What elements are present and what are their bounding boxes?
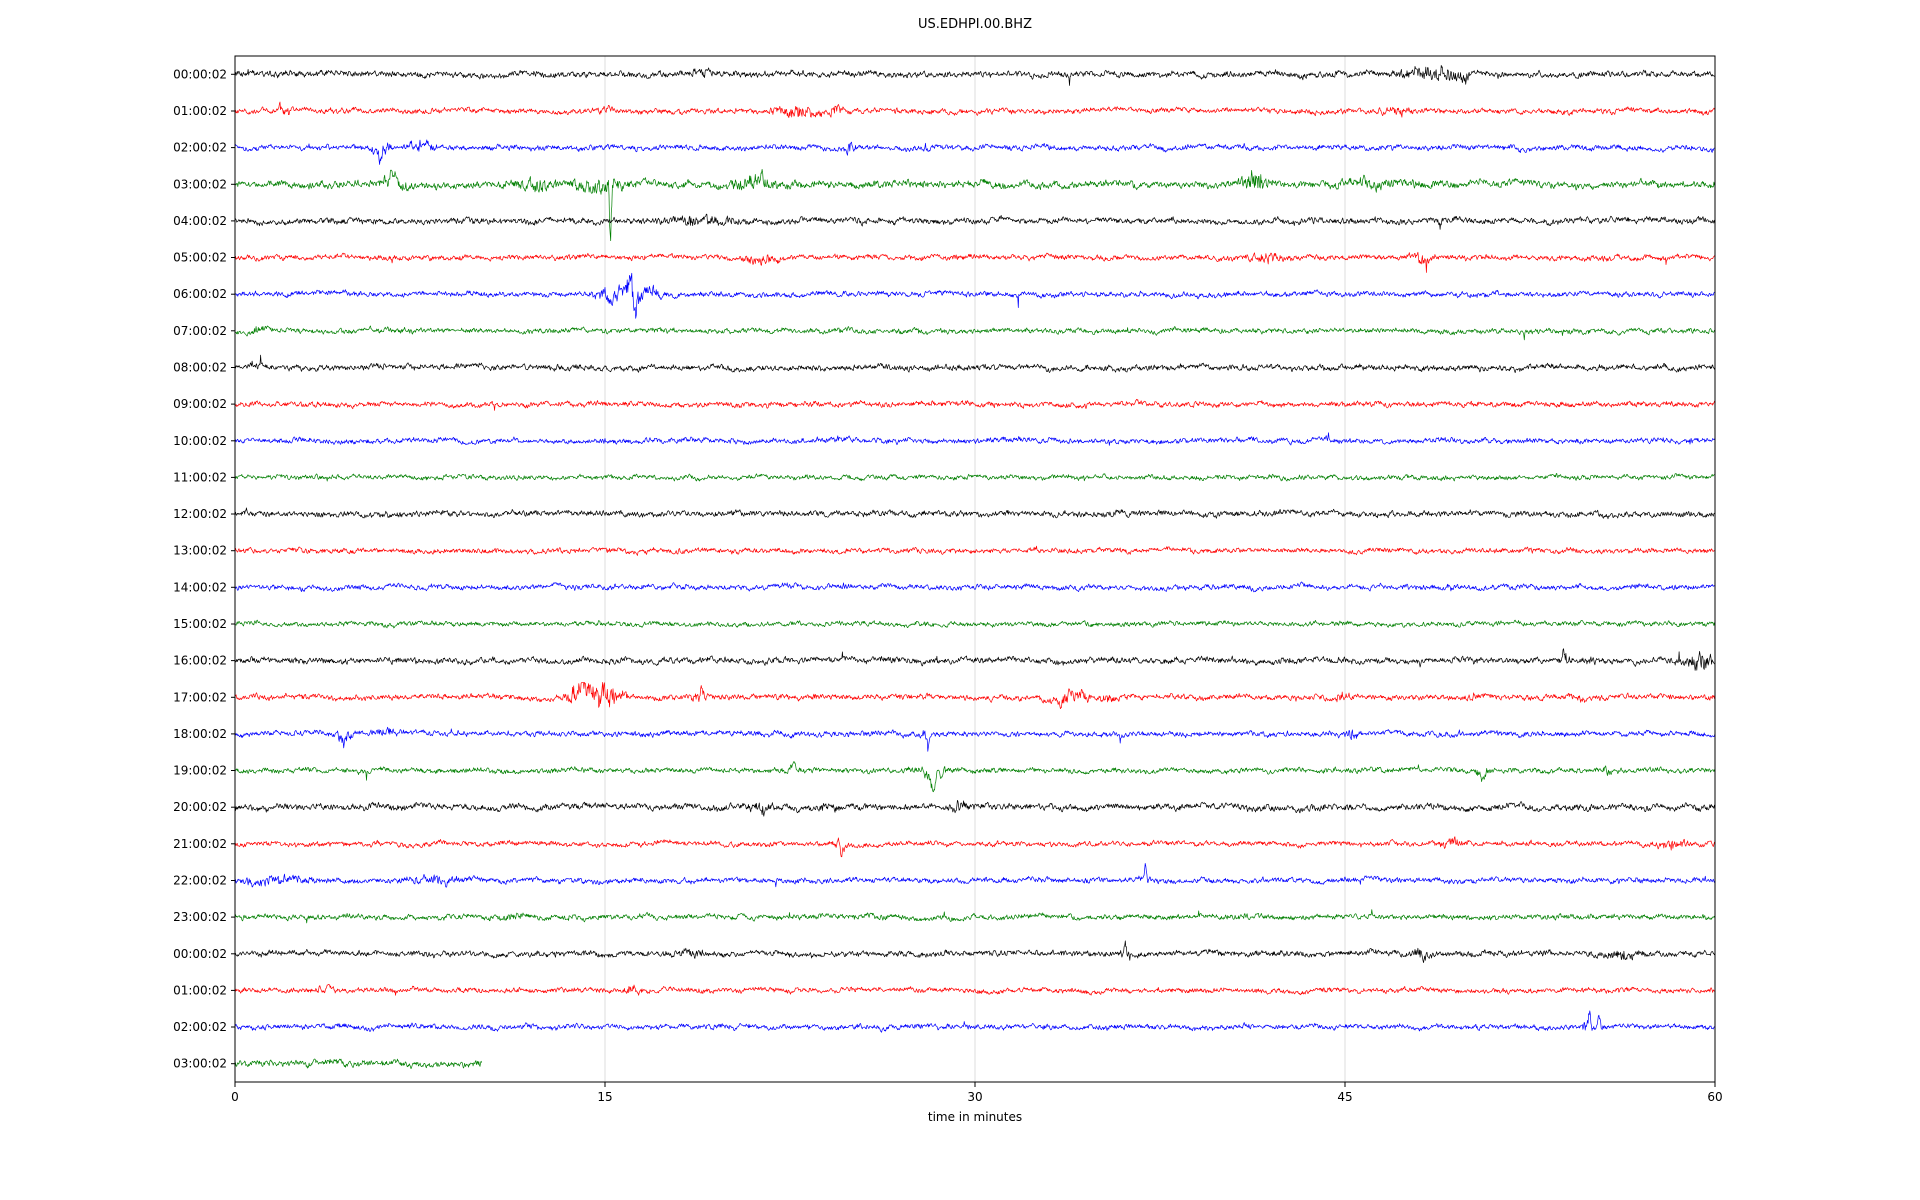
seismogram-trace	[234, 1058, 483, 1070]
trace-time-label: 04:00:02	[173, 214, 227, 228]
seismogram-trace	[234, 101, 1716, 118]
seismogram-trace	[234, 168, 1716, 242]
trace-time-label: 18:00:02	[173, 727, 227, 741]
trace-time-label: 03:00:02	[173, 1057, 227, 1071]
seismogram-trace	[234, 139, 1716, 165]
trace-time-label: 12:00:02	[173, 507, 227, 521]
seismogram-trace	[234, 432, 1716, 446]
x-tick-label: 45	[1337, 1090, 1352, 1104]
seismogram-trace	[234, 863, 1716, 888]
seismogram-trace	[234, 984, 1716, 996]
trace-time-label: 08:00:02	[173, 361, 227, 375]
trace-time-label: 07:00:02	[173, 324, 227, 338]
chart-title: US.EDHPI.00.BHZ	[918, 17, 1032, 32]
seismogram-trace	[234, 507, 1716, 520]
seismogram-trace	[234, 325, 1716, 341]
trace-time-label: 22:00:02	[173, 874, 227, 888]
trace-time-label: 15:00:02	[173, 617, 227, 631]
trace-time-label: 01:00:02	[173, 983, 227, 997]
seismogram-trace	[234, 726, 1716, 752]
trace-time-label: 16:00:02	[173, 654, 227, 668]
trace-time-label: 20:00:02	[173, 800, 227, 814]
trace-time-label: 11:00:02	[173, 470, 227, 484]
seismogram-trace	[234, 1010, 1716, 1033]
plot-border	[234, 55, 1716, 1083]
x-tick-label: 60	[1707, 1090, 1722, 1104]
seismogram-trace	[234, 251, 1716, 273]
seismogram-trace	[234, 761, 1716, 793]
seismogram-trace	[234, 940, 1716, 963]
seismogram-trace	[234, 681, 1716, 710]
x-tick-label: 0	[231, 1090, 239, 1104]
trace-time-label: 23:00:02	[173, 910, 227, 924]
trace-time-label: 10:00:02	[173, 434, 227, 448]
seismogram-trace	[234, 213, 1716, 230]
trace-time-label: 02:00:02	[173, 1020, 227, 1034]
seismogram-trace	[234, 354, 1716, 374]
trace-time-label: 05:00:02	[173, 251, 227, 265]
seismogram-trace	[234, 648, 1716, 671]
seismogram-trace	[234, 272, 1716, 319]
seismogram-trace	[235, 65, 1716, 86]
seismogram-trace	[234, 581, 1716, 593]
seismogram-trace	[234, 909, 1716, 924]
x-tick-label: 15	[597, 1090, 612, 1104]
trace-time-label: 06:00:02	[173, 287, 227, 301]
seismogram-trace	[234, 836, 1716, 858]
trace-time-label: 00:00:02	[173, 947, 227, 961]
seismogram-trace	[234, 398, 1716, 411]
seismogram-trace	[234, 473, 1716, 482]
trace-time-label: 02:00:02	[173, 141, 227, 155]
x-axis-title: time in minutes	[927, 1110, 1023, 1124]
seismogram-trace	[234, 799, 1715, 817]
trace-time-label: 09:00:02	[173, 397, 227, 411]
trace-time-label: 21:00:02	[173, 837, 227, 851]
trace-time-label: 01:00:02	[173, 104, 227, 118]
trace-time-label: 13:00:02	[173, 544, 227, 558]
trace-time-label: 00:00:02	[173, 67, 227, 81]
trace-time-label: 14:00:02	[173, 580, 227, 594]
trace-time-label: 03:00:02	[173, 177, 227, 191]
trace-time-label: 19:00:02	[173, 764, 227, 778]
x-tick-label: 30	[967, 1090, 982, 1104]
trace-time-label: 17:00:02	[173, 690, 227, 704]
seismogram-trace	[234, 619, 1716, 629]
seismogram-trace	[235, 545, 1716, 556]
